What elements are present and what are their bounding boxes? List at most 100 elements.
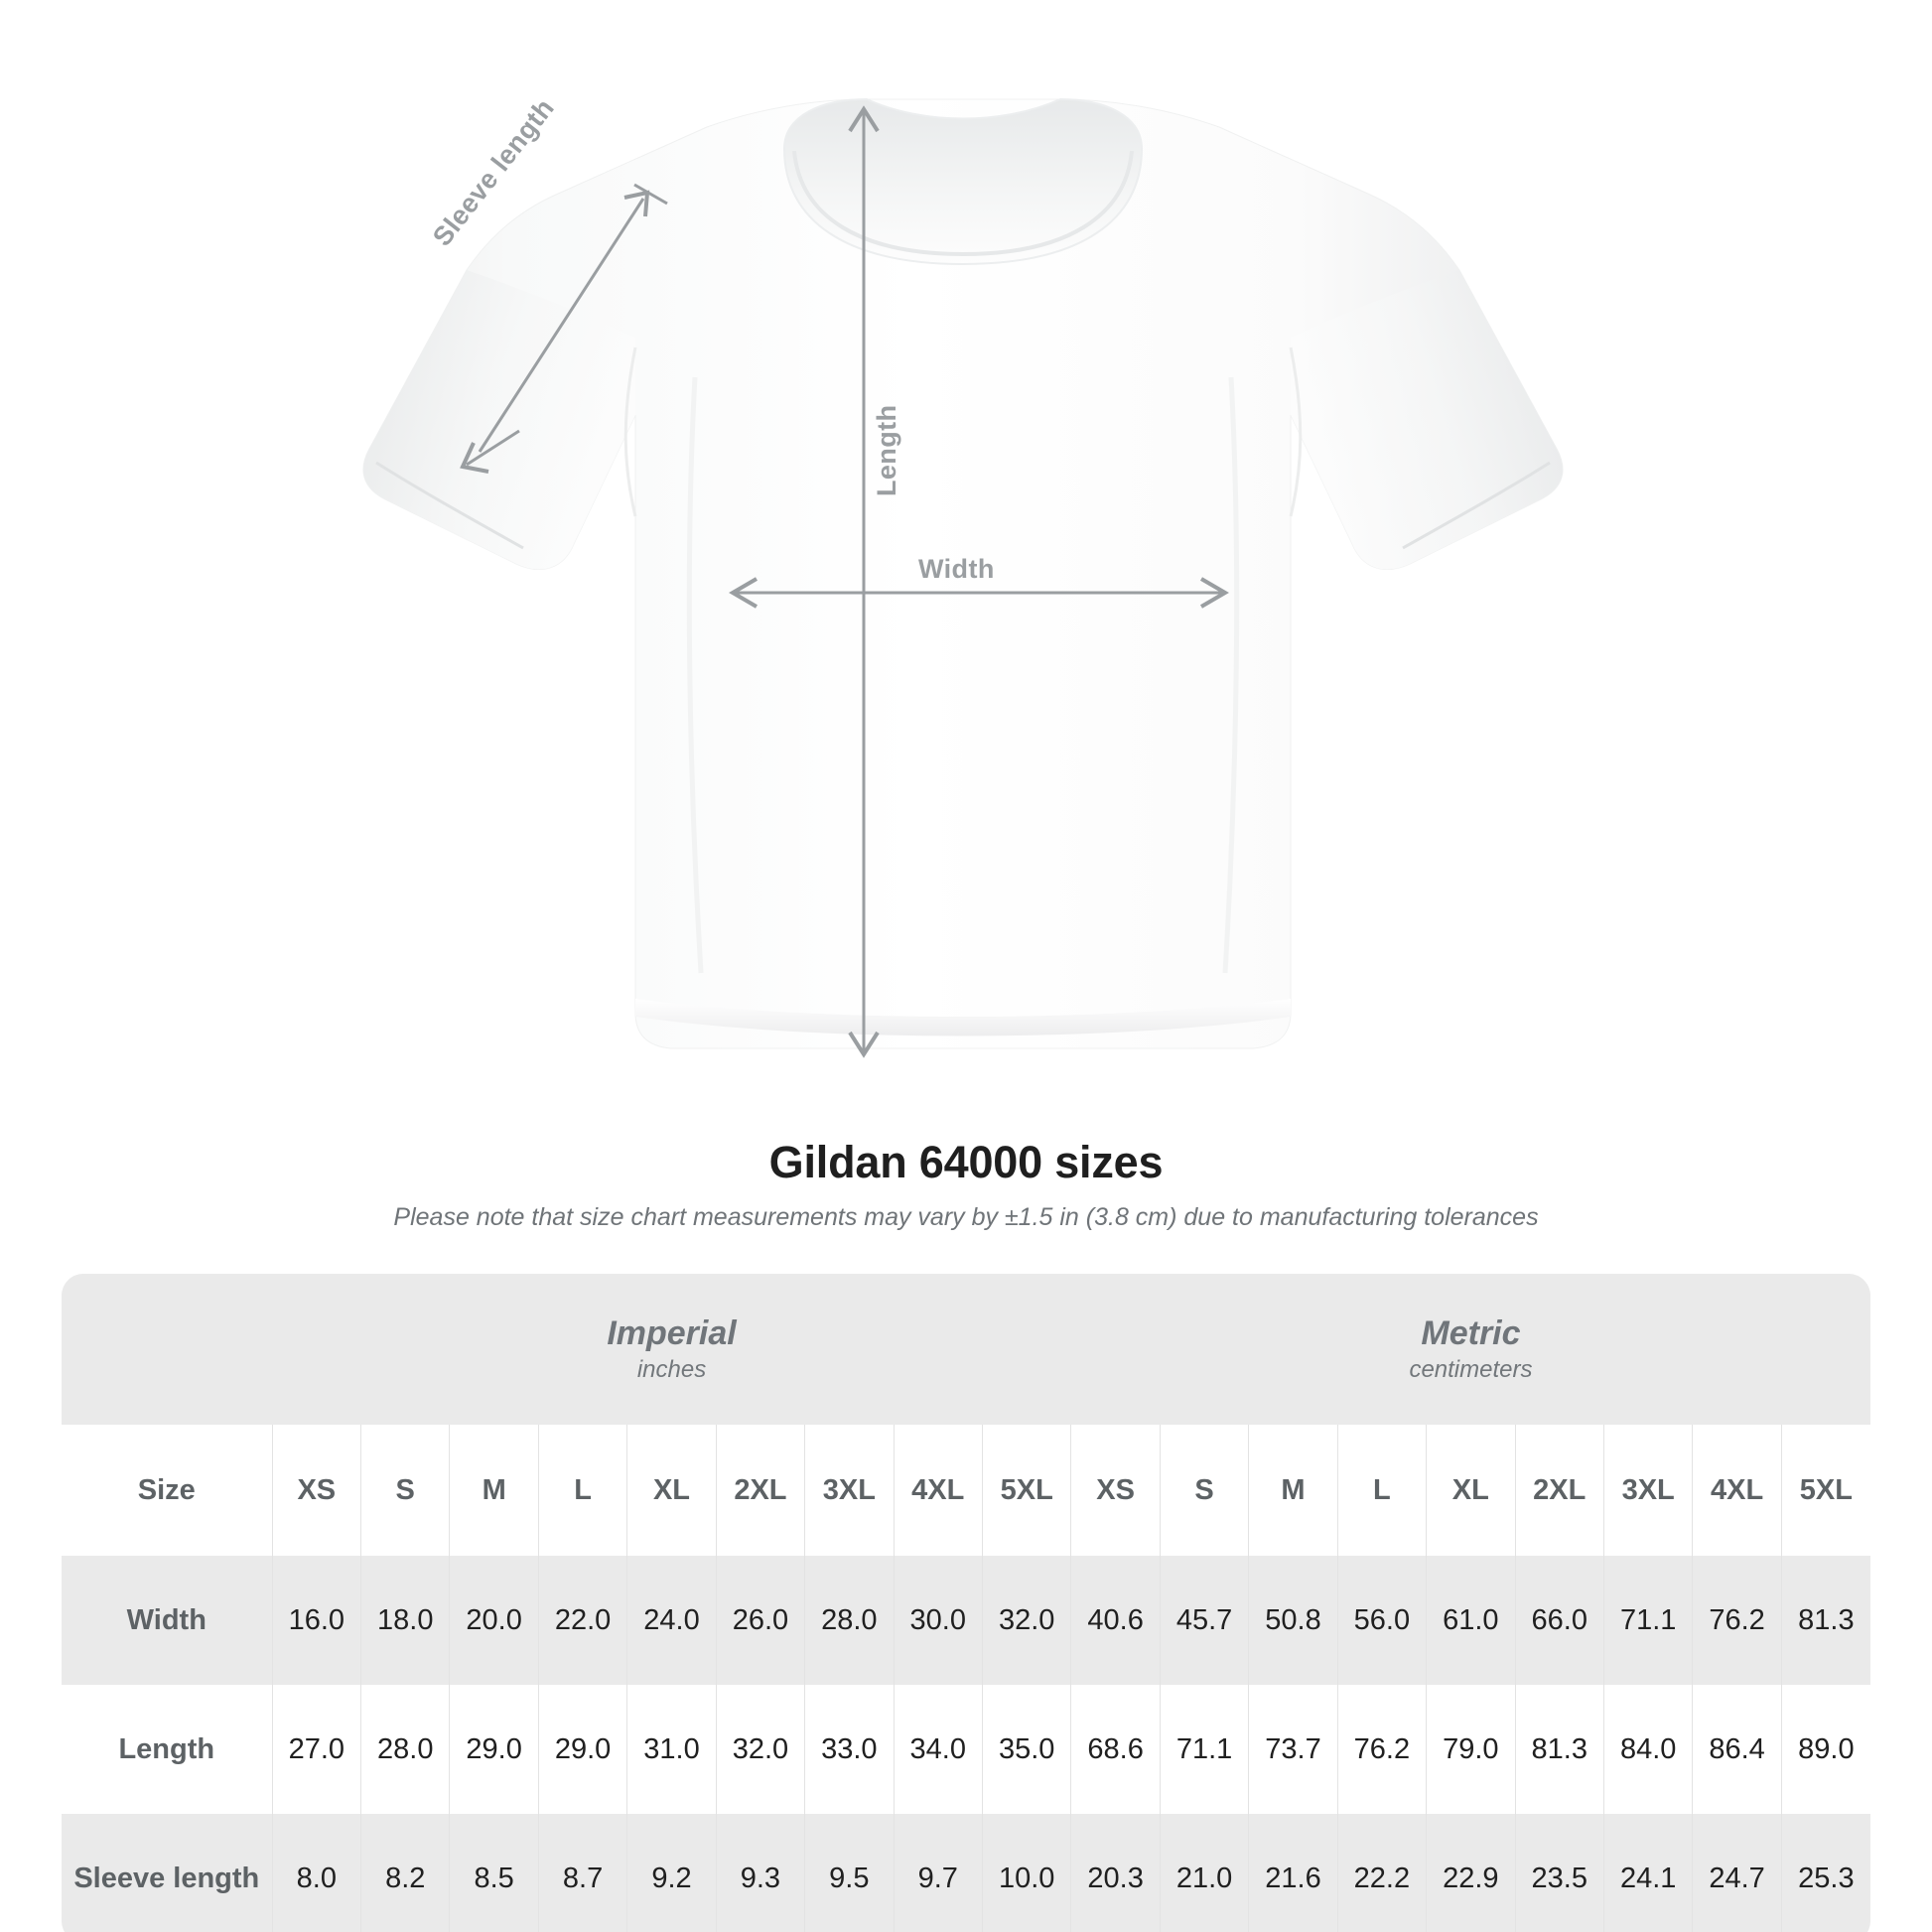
measurement-cell: 35.0 (981, 1685, 1071, 1814)
measurement-cell: 76.2 (1336, 1685, 1427, 1814)
measurement-cell: 89.0 (1780, 1685, 1870, 1814)
collar-seam (792, 150, 1134, 257)
length-arrow-bottom (848, 1031, 880, 1058)
measurement-cell: 30.0 (893, 1556, 983, 1685)
size-header-cell: L (1336, 1425, 1427, 1556)
measurement-cell: 16.0 (271, 1556, 361, 1685)
sleeve-guide-line (478, 198, 645, 453)
measurement-cell: 8.5 (449, 1814, 539, 1932)
size-header-cell: 4XL (893, 1425, 983, 1556)
table-row: Sleeve length 8.0 8.2 8.5 8.7 9.2 9.3 9.5 9.7 10.… (62, 1814, 1870, 1932)
measurement-cell: 9.5 (804, 1814, 895, 1932)
row-label: Width (62, 1556, 273, 1685)
size-header-cell: 3XL (804, 1425, 895, 1556)
measurement-cell: 71.1 (1602, 1556, 1693, 1685)
size-header-cell: XL (1426, 1425, 1516, 1556)
measurement-cell: 20.0 (449, 1556, 539, 1685)
width-label: Width (918, 554, 995, 584)
length-arrow-top (848, 105, 880, 133)
measurement-cell: 24.7 (1692, 1814, 1782, 1932)
unit-row-corner (62, 1274, 273, 1425)
size-table-container: Imperial inches Metric centimeters Size XS S M L… (62, 1274, 1870, 1932)
measurement-cell: 21.0 (1159, 1814, 1249, 1932)
measurement-cell: 10.0 (981, 1814, 1071, 1932)
length-label: Length (872, 404, 901, 496)
unit-group-name: Imperial (607, 1313, 737, 1352)
unit-header-row: Imperial inches Metric centimeters (62, 1274, 1870, 1425)
measurement-cell: 68.6 (1070, 1685, 1161, 1814)
size-header-cell: XS (1070, 1425, 1161, 1556)
size-header-cell: S (360, 1425, 450, 1556)
measurement-cell: 26.0 (715, 1556, 805, 1685)
measurement-cell: 22.0 (537, 1556, 627, 1685)
sleeve-arrow-tail (460, 442, 489, 474)
measurement-cell: 32.0 (715, 1685, 805, 1814)
measurement-cell: 73.7 (1248, 1685, 1338, 1814)
measurement-cell: 28.0 (804, 1556, 895, 1685)
size-header-cell: L (537, 1425, 627, 1556)
measurement-cell: 23.5 (1514, 1814, 1604, 1932)
chart-title: Gildan 64000 sizes (768, 1137, 1164, 1187)
measurement-cell: 84.0 (1602, 1685, 1693, 1814)
measurement-cell: 50.8 (1248, 1556, 1338, 1685)
measurement-cell: 9.3 (715, 1814, 805, 1932)
sleeve-tick-bottom (466, 429, 520, 467)
measurement-cell: 29.0 (537, 1685, 627, 1814)
measurement-cell: 21.6 (1248, 1814, 1338, 1932)
measurement-cell: 24.1 (1602, 1814, 1693, 1932)
size-header-cell: XS (271, 1425, 361, 1556)
size-header-cell: M (449, 1425, 539, 1556)
measurement-cell: 27.0 (271, 1685, 361, 1814)
measurement-cell: 31.0 (626, 1685, 717, 1814)
measurement-cell: 18.0 (360, 1556, 450, 1685)
size-header-row: Size XS S M L XL 2XL 3XL 4XL 5XL XS S M L XL 2XL 3XL 4XL 5… (62, 1425, 1870, 1556)
measurement-cell: 34.0 (893, 1685, 983, 1814)
chart-subtitle: Please note that size chart measurements… (393, 1203, 1539, 1231)
measurement-cell: 9.2 (626, 1814, 717, 1932)
size-header-label: Size (62, 1425, 273, 1556)
measurement-cell: 66.0 (1514, 1556, 1604, 1685)
measurement-cell: 8.2 (360, 1814, 450, 1932)
measurement-cell: 76.2 (1692, 1556, 1782, 1685)
size-header-cell: 3XL (1602, 1425, 1693, 1556)
row-label: Sleeve length (62, 1814, 273, 1932)
tshirt-graphic (362, 97, 1564, 1058)
width-arrow-right (1199, 577, 1229, 609)
size-header-cell: 4XL (1692, 1425, 1782, 1556)
size-header-cell: 2XL (715, 1425, 805, 1556)
measurement-guides (460, 105, 1229, 1058)
unit-group-subtitle: inches (636, 1356, 707, 1384)
tshirt-illustration: Sleeve length Length Width (362, 93, 1564, 1058)
size-header-cell: XL (626, 1425, 717, 1556)
size-header-cell: S (1159, 1425, 1249, 1556)
table-row: Length 27.0 28.0 29.0 29.0 31.0 32.0 33.0 34.0 35… (62, 1685, 1870, 1814)
measurement-cell: 22.2 (1336, 1814, 1427, 1932)
measurement-cell: 28.0 (360, 1685, 450, 1814)
unit-group-name: Metric (1421, 1313, 1521, 1352)
unit-group-subtitle: centimeters (1409, 1356, 1533, 1384)
measurement-cell: 45.7 (1159, 1556, 1249, 1685)
measurement-cell: 20.3 (1070, 1814, 1161, 1932)
measurement-cell: 56.0 (1336, 1556, 1427, 1685)
measurement-cell: 79.0 (1426, 1685, 1516, 1814)
size-header-cell: M (1248, 1425, 1338, 1556)
measurement-cell: 86.4 (1692, 1685, 1782, 1814)
table-row: Width 16.0 18.0 20.0 22.0 24.0 26.0 28.0 30.0 32.… (62, 1556, 1870, 1685)
measurement-cell: 29.0 (449, 1685, 539, 1814)
measurement-cell: 9.7 (893, 1814, 983, 1932)
bottom-hem (635, 999, 1291, 1036)
size-header-cell: 5XL (1780, 1425, 1870, 1556)
measurement-cell: 22.9 (1426, 1814, 1516, 1932)
measurement-cell: 8.0 (271, 1814, 361, 1932)
sleeve-tick-top (633, 183, 668, 206)
measurement-cell: 81.3 (1780, 1556, 1870, 1685)
measurement-cell: 40.6 (1070, 1556, 1161, 1685)
width-arrow-left (729, 577, 759, 609)
unit-group-metric: Metric centimeters (1070, 1274, 1870, 1425)
measurement-cell: 8.7 (537, 1814, 627, 1932)
collar (782, 97, 1144, 266)
measurement-cell: 81.3 (1514, 1685, 1604, 1814)
measurement-cell: 71.1 (1159, 1685, 1249, 1814)
measurement-cell: 32.0 (981, 1556, 1071, 1685)
